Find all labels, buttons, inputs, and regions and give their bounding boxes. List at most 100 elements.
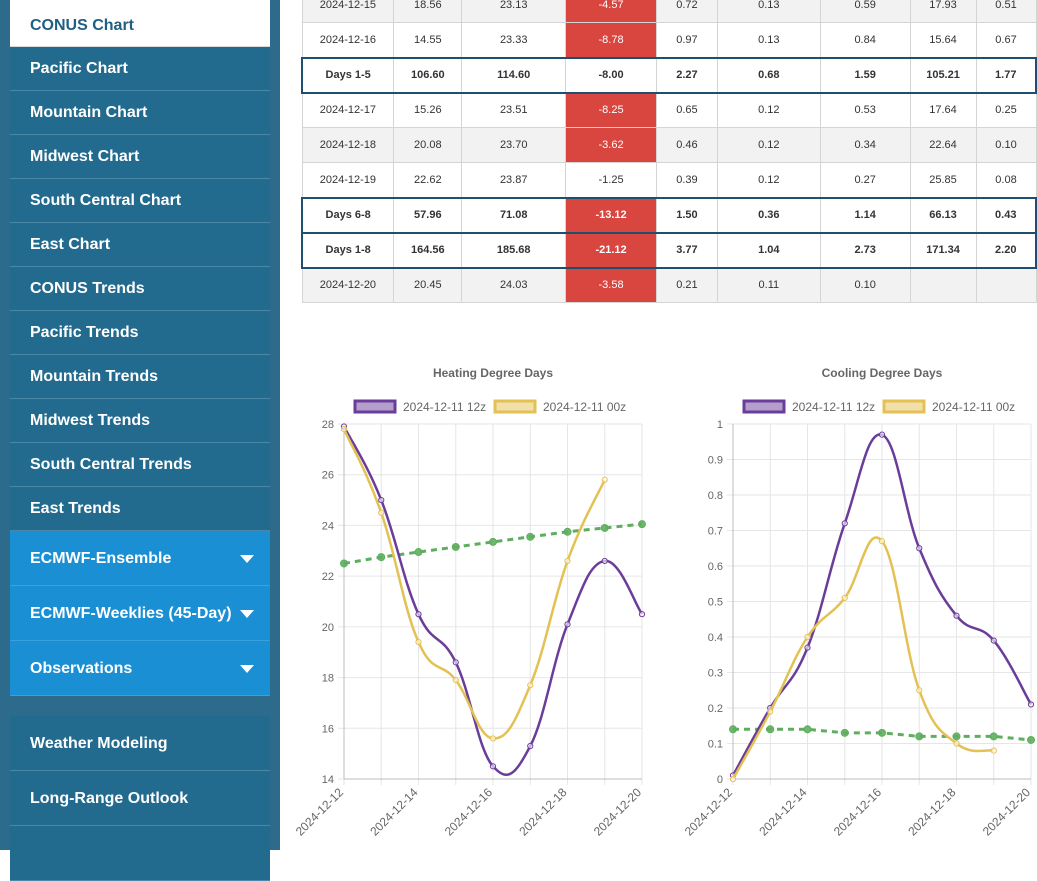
nav-item-observations[interactable]: Observations (10, 641, 270, 696)
data-point (804, 644, 811, 651)
y-tick-label: 0.7 (708, 526, 723, 538)
nav-item-pacific-chart[interactable]: Pacific Chart (10, 47, 270, 91)
table-cell: 106.60 (393, 56, 463, 94)
y-tick-label: 22 (322, 571, 334, 583)
data-point (767, 708, 774, 715)
data-point (527, 742, 534, 750)
y-tick-label: 0.6 (708, 561, 723, 573)
nav-item-long-range-outlook[interactable]: Long-Range Outlook (10, 771, 270, 826)
table-cell: 0.65 (656, 92, 718, 128)
table-cell: 15.64 (909, 22, 977, 58)
y-tick-label: 0.5 (708, 597, 723, 609)
data-point (803, 725, 812, 734)
table-cell: 0.53 (819, 92, 911, 128)
data-point (915, 732, 924, 741)
table-cell: 23.51 (461, 92, 567, 128)
table-cell: 17.64 (909, 92, 977, 128)
table-cell: 171.34 (909, 231, 977, 269)
series-line-normal (733, 727, 1032, 742)
row-label-cell: 2024-12-17 (301, 92, 395, 128)
legend-swatch (493, 399, 537, 414)
data-point (729, 725, 737, 734)
table-cell: -3.62 (565, 127, 657, 163)
data-point (916, 545, 923, 552)
nav-item-midwest-chart[interactable]: Midwest Chart (10, 135, 270, 179)
table-cell: 18.56 (393, 0, 463, 23)
x-tick-label: 2024-12-18 (905, 785, 959, 839)
table-cell: 1.59 (819, 56, 911, 94)
data-point (953, 612, 960, 619)
data-point (527, 682, 534, 689)
data-point (563, 527, 572, 536)
nav-item-mountain-chart[interactable]: Mountain Chart (10, 91, 270, 135)
table-cell: 114.60 (461, 56, 567, 94)
nav-item-east-trends[interactable]: East Trends (10, 487, 270, 531)
nav-item-south-central-chart[interactable]: South Central Chart (10, 179, 270, 223)
data-point (878, 538, 886, 545)
table-cell: 25.85 (909, 162, 977, 198)
table-cell: -13.12 (565, 196, 657, 234)
nav-item-pacific-trends[interactable]: Pacific Trends (10, 311, 270, 355)
nav-item-conus-chart[interactable]: CONUS Chart (10, 0, 270, 47)
nav-item-mountain-trends[interactable]: Mountain Trends (10, 355, 270, 399)
table-cell: 71.08 (461, 196, 567, 234)
nav-item-midwest-trends[interactable]: Midwest Trends (10, 399, 270, 443)
table-cell: 2.27 (656, 56, 718, 94)
summary-row: Days 1-5 106.60 114.60 -8.00 2.27 0.68 1.59 105… (301, 56, 1037, 94)
x-tick-label: 2024-12-12 (682, 785, 736, 839)
data-point (564, 621, 571, 628)
y-tick-label: 24 (322, 520, 334, 532)
legend-label: 2024-12-11 00z (932, 400, 1015, 414)
nav-item-east-chart[interactable]: East Chart (10, 223, 270, 267)
data-point (766, 725, 775, 734)
y-tick-label: 0.9 (708, 455, 723, 467)
table-cell: 23.13 (461, 0, 567, 23)
chart-title: Heating Degree Days (433, 366, 553, 380)
summary-row: Days 1-8 164.56 185.68 -21.12 3.77 1.04 2.73 17… (301, 231, 1037, 269)
table-cell: -4.57 (565, 0, 657, 23)
y-tick-label: 0 (717, 774, 723, 786)
table-cell: 57.96 (393, 196, 463, 234)
data-point (489, 537, 497, 546)
table-cell: 1.50 (656, 196, 718, 234)
nav-item-ecmwf-ensemble[interactable]: ECMWF-Ensemble (10, 531, 270, 586)
table-cell: 0.72 (656, 0, 718, 23)
table-cell: 0.10 (819, 267, 911, 303)
y-tick-label: 14 (322, 774, 334, 786)
caret-down-icon[interactable] (240, 610, 254, 618)
table-cell: 2.73 (819, 231, 911, 269)
table-cell: 0.97 (656, 22, 718, 58)
nav-item-weather-modeling[interactable]: Weather Modeling (10, 716, 270, 771)
caret-down-icon[interactable] (240, 555, 254, 563)
data-point (989, 732, 998, 741)
legend-swatch (882, 399, 926, 414)
y-tick-label: 28 (322, 419, 334, 431)
table-cell: 1.77 (975, 56, 1037, 94)
table-cell: 0.21 (656, 267, 718, 303)
data-point (638, 611, 646, 618)
table-cell: 0.51 (975, 0, 1037, 23)
nav-item-more[interactable] (10, 826, 270, 881)
nav-item-conus-trends[interactable]: CONUS Trends (10, 267, 270, 311)
y-tick-label: 16 (322, 723, 334, 735)
data-point (841, 594, 848, 602)
x-tick-label: 2024-12-20 (980, 785, 1034, 839)
legend-swatch (353, 399, 397, 414)
caret-down-icon[interactable] (240, 665, 254, 673)
table-cell: 0.13 (716, 22, 821, 58)
row-label-cell: 2024-12-20 (301, 267, 395, 303)
main-content: 2024-12-15 18.56 23.13 -4.57 0.72 0.13 0.59 17.… (280, 0, 1037, 850)
data-point (414, 548, 423, 557)
y-tick-label: 0.4 (708, 632, 723, 644)
nav-item-south-central-trends[interactable]: South Central Trends (10, 443, 270, 487)
data-point (953, 740, 960, 747)
data-point (489, 763, 497, 770)
y-tick-label: 18 (322, 673, 334, 685)
nav-item-ecmwf-weeklies[interactable]: ECMWF-Weeklies (45-Day) (10, 586, 270, 641)
y-tick-label: 0.3 (708, 668, 723, 680)
table-cell: 22.64 (909, 127, 977, 163)
chart-title: Cooling Degree Days (822, 366, 943, 380)
data-point (451, 542, 460, 551)
table-cell: 0.67 (975, 22, 1037, 58)
table-cell: 0.43 (975, 196, 1037, 234)
